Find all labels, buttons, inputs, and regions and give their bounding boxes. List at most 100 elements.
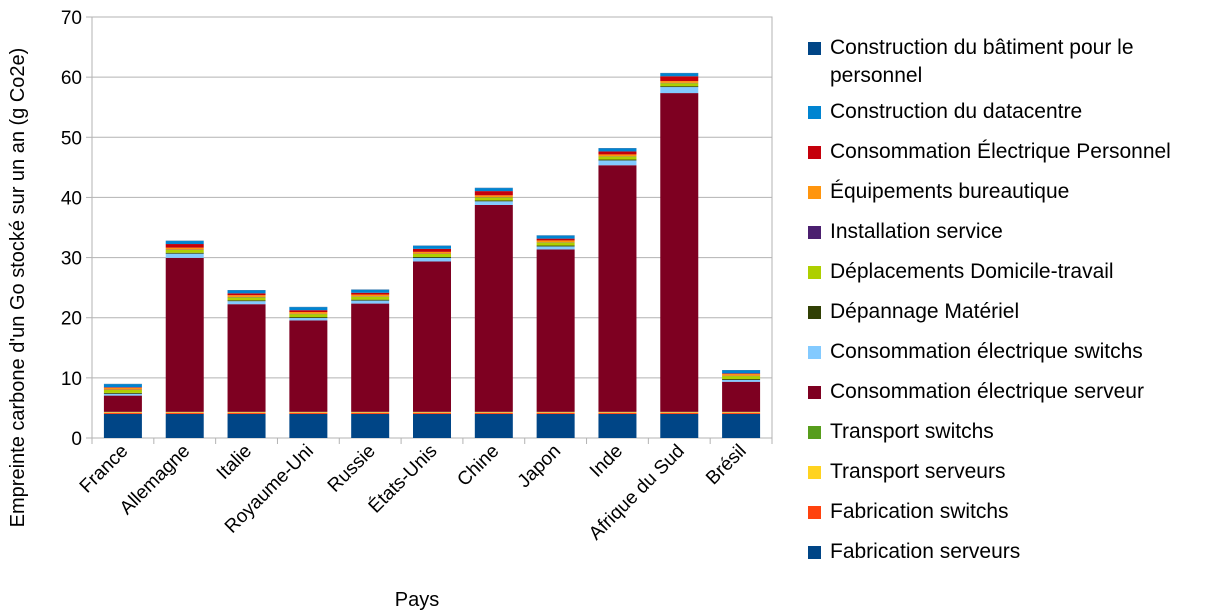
- bar-segment: [165, 252, 204, 254]
- legend-label: Consommation électrique switchs: [830, 340, 1143, 363]
- bar-segment: [289, 412, 328, 413]
- bar-segment: [474, 200, 513, 202]
- bar-segment: [289, 318, 328, 321]
- legend-label: Équipements bureautique: [830, 180, 1070, 203]
- bar-segment: [227, 412, 266, 414]
- bar-segment: [227, 295, 266, 297]
- bar-segment: [660, 83, 699, 87]
- legend-swatch: [808, 306, 821, 319]
- bar-segment: [536, 245, 575, 247]
- bar-segment: [474, 188, 513, 192]
- legend-item: Fabrication switchs: [808, 498, 1228, 526]
- bar-segment: [722, 413, 761, 438]
- bar-segment: [165, 412, 204, 413]
- bar-segment: [474, 412, 513, 413]
- legend-label: Construction du bâtiment pour le personn…: [830, 36, 1134, 87]
- legend-swatch: [808, 506, 821, 519]
- x-axis-title: Pays: [395, 589, 439, 611]
- legend-label: Consommation Électrique Personnel: [830, 140, 1171, 163]
- bar-segment: [722, 373, 761, 374]
- bar-segment: [474, 204, 513, 412]
- bar-segment: [227, 300, 266, 302]
- legend-swatch: [808, 106, 821, 119]
- bar-segment: [413, 256, 451, 258]
- legend-swatch: [808, 466, 821, 479]
- legend-item: Consommation électrique switchs: [808, 338, 1228, 366]
- bar-segment: [289, 310, 328, 313]
- bar-segment: [536, 249, 575, 412]
- legend-item: Équipements bureautique: [808, 178, 1228, 206]
- bar-segment: [103, 387, 142, 388]
- x-tick-label: France: [76, 441, 133, 498]
- bar-segment: [536, 413, 575, 438]
- legend-label: Construction du datacentre: [830, 100, 1083, 123]
- bar-segment: [289, 317, 328, 319]
- bar-segment: [474, 191, 513, 196]
- bar-segment: [536, 235, 575, 239]
- bar-segment: [289, 312, 328, 314]
- bar-segment: [289, 413, 328, 438]
- legend-item: Transport switchs: [808, 418, 1228, 446]
- bar-segment: [536, 412, 575, 413]
- bar-segment: [227, 293, 266, 296]
- bar-segment: [660, 86, 699, 88]
- bar-segment: [351, 299, 390, 301]
- bar-segment: [413, 245, 451, 249]
- bar-segment: [598, 148, 637, 152]
- bar-segment: [351, 294, 390, 297]
- bar-segment: [351, 413, 390, 438]
- bar-segment: [598, 159, 637, 161]
- legend-swatch: [808, 426, 821, 439]
- bar-segment: [165, 413, 204, 438]
- bar-segment: [598, 412, 637, 414]
- legend-item: Fabrication serveurs: [808, 538, 1228, 566]
- x-tick-label: Japon: [514, 441, 565, 492]
- bar-segment: [660, 81, 699, 83]
- bar-segment: [103, 412, 142, 414]
- y-axis-title: Empreinte carbone d'un Go stocké sur un …: [7, 48, 29, 528]
- bar-segment: [103, 384, 142, 388]
- legend-swatch: [808, 346, 821, 359]
- legend-item: Transport serveurs: [808, 458, 1228, 486]
- bar-segment: [598, 156, 637, 160]
- bar-segment: [660, 412, 699, 413]
- bar-segment: [474, 197, 513, 201]
- bar-segment: [413, 248, 451, 252]
- bar-segment: [413, 413, 451, 438]
- bar-segment: [722, 370, 761, 374]
- x-tick-label: Inde: [586, 441, 627, 482]
- bar-segment: [660, 87, 699, 94]
- bar-segment: [103, 389, 142, 393]
- x-tick-label: Italie: [213, 441, 256, 484]
- bar-segment: [103, 387, 142, 390]
- bar-segment: [227, 290, 266, 294]
- bar-segment: [536, 242, 575, 246]
- legend-swatch: [808, 42, 821, 55]
- legend-label: Fabrication serveurs: [830, 540, 1021, 563]
- bar-segment: [598, 165, 637, 412]
- bar-segment: [536, 238, 575, 241]
- bar-segment: [722, 379, 761, 380]
- bar-segment: [227, 297, 266, 301]
- legend-label: Fabrication switchs: [830, 500, 1009, 523]
- bar-segment: [165, 257, 204, 412]
- legend-swatch: [808, 186, 821, 199]
- bar-segment: [660, 412, 699, 414]
- legend-item: Consommation Électrique Personnel: [808, 138, 1228, 166]
- y-tick-label: 0: [71, 429, 82, 450]
- bar-segment: [289, 320, 328, 412]
- bar-segment: [722, 373, 761, 376]
- bar-segment: [289, 412, 328, 414]
- legend-swatch: [808, 146, 821, 159]
- bar-segment: [413, 257, 451, 262]
- y-tick-label: 30: [61, 249, 82, 270]
- x-tick-label: Chine: [453, 441, 503, 491]
- y-tick-label: 20: [61, 309, 82, 330]
- legend-swatch: [808, 546, 821, 559]
- bar-segment: [103, 395, 142, 412]
- bar-segment: [351, 296, 390, 300]
- bar-segment: [351, 300, 390, 304]
- bar-segment: [103, 392, 142, 394]
- bar-segment: [413, 251, 451, 254]
